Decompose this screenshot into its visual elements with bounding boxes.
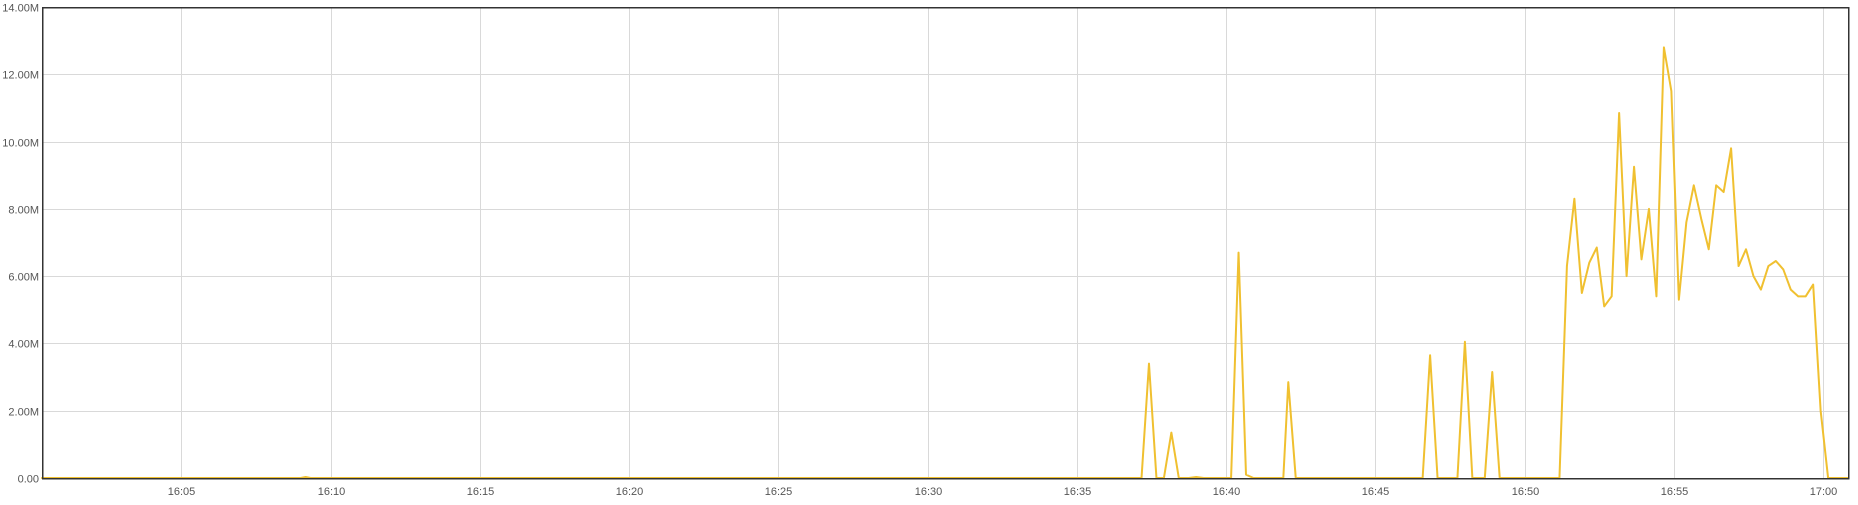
series-line <box>41 46 1849 479</box>
x-tick-label: 16:50 <box>1512 486 1540 498</box>
y-gridlines <box>42 7 1848 479</box>
x-tick-label: 16:35 <box>1064 486 1092 498</box>
x-tick-label: 16:55 <box>1661 486 1689 498</box>
y-tick-label: 4.00M <box>8 339 39 351</box>
y-tick-label: 12.00M <box>2 70 39 82</box>
y-tick-label: 14.00M <box>2 3 39 15</box>
x-tick-label: 16:15 <box>467 486 495 498</box>
y-tick-label: 0.00 <box>18 474 39 486</box>
x-gridlines <box>181 7 1824 478</box>
x-tick-label: 16:30 <box>915 486 943 498</box>
x-tick-label: 16:40 <box>1213 486 1241 498</box>
y-tick-label: 10.00M <box>2 138 39 150</box>
plot-area-frame <box>41 6 1850 480</box>
x-tick-label: 16:10 <box>318 486 346 498</box>
x-tick-label: 16:45 <box>1362 486 1390 498</box>
x-axis-tick-labels: 16:05 16:10 16:15 16:20 16:25 16:30 16:35 16:40… <box>168 486 1838 498</box>
x-tick-label: 16:25 <box>765 486 793 498</box>
series-layer <box>41 46 1849 479</box>
x-tick-label: 16:20 <box>616 486 644 498</box>
y-tick-label: 2.00M <box>8 407 39 419</box>
y-axis-tick-labels: 0.00 2.00M 4.00M 6.00M 8.00M 10.00M 12.00M 14.0… <box>2 3 39 486</box>
x-tick-label: 16:05 <box>168 486 196 498</box>
y-tick-label: 6.00M <box>8 272 39 284</box>
x-tick-label: 17:00 <box>1810 486 1838 498</box>
y-tick-label: 8.00M <box>8 205 39 217</box>
